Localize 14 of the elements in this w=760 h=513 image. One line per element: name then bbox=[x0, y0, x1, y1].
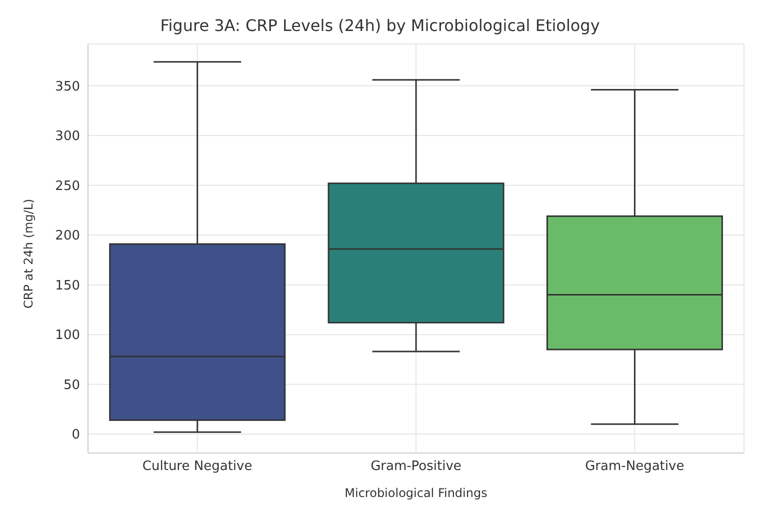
y-tick-label: 50 bbox=[63, 378, 80, 393]
y-tick-label: 200 bbox=[55, 228, 80, 244]
x-axis-title: Microbiological Findings bbox=[344, 486, 488, 500]
y-tick-label: 250 bbox=[55, 178, 80, 194]
x-tick-label: Gram-Negative bbox=[585, 459, 684, 474]
y-tick-label: 100 bbox=[55, 328, 80, 344]
x-tick-label: Gram-Positive bbox=[370, 459, 462, 474]
chart-title: Figure 3A: CRP Levels (24h) by Microbiological Etiology bbox=[159, 15, 601, 37]
y-tick-label: 0 bbox=[72, 428, 80, 443]
y-tick-label: 300 bbox=[55, 129, 80, 144]
x-tick-label: Culture Negative bbox=[142, 459, 252, 474]
y-axis-title: CRP at 24h (mg/L) bbox=[21, 198, 36, 308]
y-tick-label: 350 bbox=[55, 79, 80, 94]
y-tick-label: 150 bbox=[55, 278, 80, 294]
